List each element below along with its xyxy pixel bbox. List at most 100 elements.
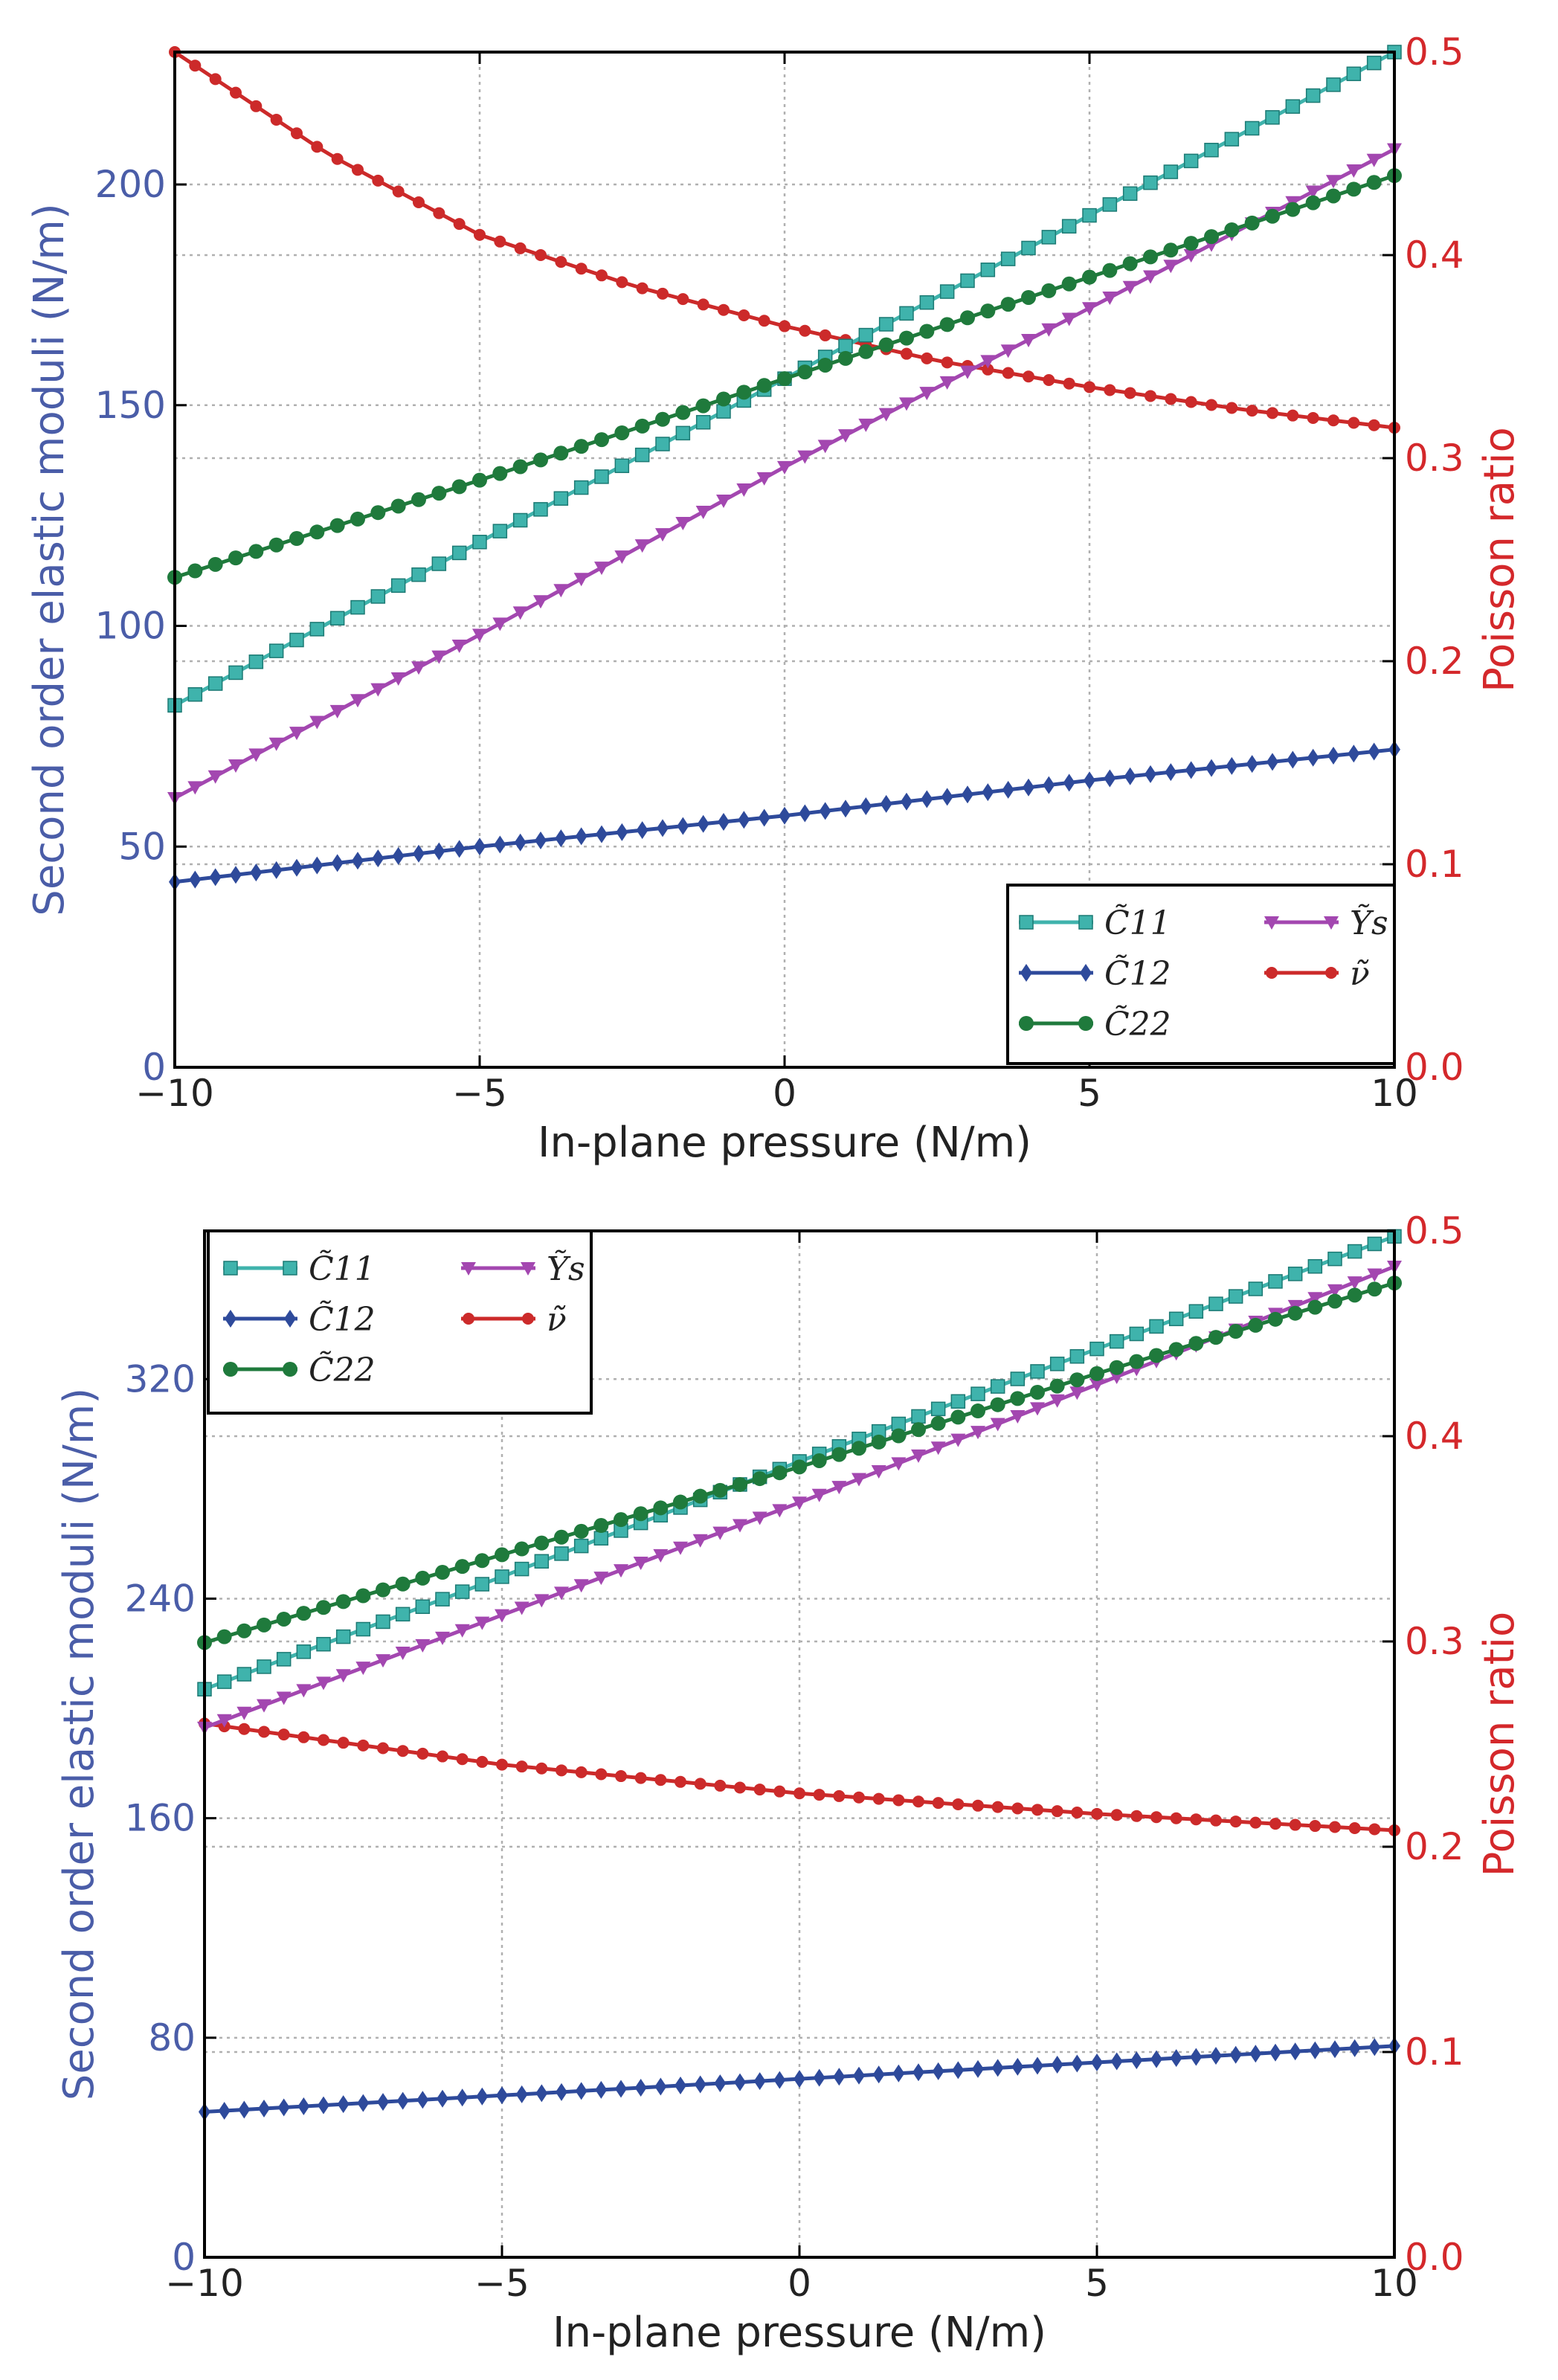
marker-nu-59 — [1368, 419, 1380, 431]
marker-C12-24 — [657, 819, 669, 837]
marker-nu-45 — [1084, 381, 1095, 393]
x-tick-label-2: 0 — [788, 2262, 811, 2305]
marker-C11-17 — [512, 512, 528, 528]
marker-C22-22 — [614, 425, 630, 440]
marker-Ys-2 — [236, 1706, 252, 1720]
legend-label-C22: C̃22 — [1104, 1004, 1171, 1043]
marker-Ys-18 — [533, 595, 548, 609]
marker-C11-3 — [228, 665, 243, 681]
marker-C22-3 — [228, 550, 243, 566]
marker-Ys-57 — [1327, 1284, 1342, 1298]
marker-C22-13 — [454, 1559, 470, 1575]
y-tick-label-0: 0 — [172, 2236, 196, 2279]
y-tick-label-3: 240 — [125, 1577, 196, 1620]
series-nu-bottom — [199, 1717, 1400, 1836]
marker-C12-57 — [1327, 747, 1339, 765]
marker-C11-38 — [939, 284, 955, 299]
marker-C22-43 — [1049, 1378, 1065, 1394]
marker-C11-45 — [1082, 208, 1097, 223]
marker-C12-54 — [1266, 753, 1278, 771]
marker-C22-55 — [1285, 202, 1301, 217]
marker-C11-43 — [1049, 1357, 1065, 1371]
marker-C12-11 — [392, 846, 405, 865]
marker-nu-10 — [396, 1745, 409, 1757]
marker-Ys-25 — [675, 517, 691, 531]
marker-C22-14 — [451, 479, 467, 495]
marker-C22-50 — [1183, 236, 1199, 251]
marker-nu-47 — [1130, 1810, 1143, 1822]
marker-Ys-19 — [553, 584, 569, 598]
marker-C11-7 — [309, 622, 325, 637]
marker-Ys-23 — [634, 539, 650, 553]
marker-nu-30 — [794, 1787, 805, 1800]
marker-C12-29 — [758, 808, 770, 827]
legend-marker-Ys-b — [521, 1262, 535, 1276]
marker-nu-56 — [1307, 411, 1319, 424]
marker-Ys-22 — [614, 550, 630, 565]
marker-nu-40 — [982, 363, 994, 376]
x-tick-label-4: 10 — [1371, 1072, 1418, 1115]
marker-C12-39 — [972, 2059, 984, 2078]
marker-Ys-10 — [370, 683, 386, 697]
y-axis-label-bottom: Second order elastic moduli (N/m) — [55, 1388, 103, 2100]
marker-nu-8 — [331, 152, 344, 165]
marker-Ys-45 — [1089, 1378, 1104, 1392]
marker-Ys-33 — [838, 429, 853, 443]
marker-C12-14 — [453, 840, 466, 858]
marker-nu-3 — [258, 1726, 270, 1738]
marker-C11-11 — [415, 1599, 431, 1615]
marker-C22-24 — [655, 411, 670, 427]
marker-Ys-26 — [695, 506, 711, 520]
marker-Ys-35 — [878, 408, 894, 422]
marker-C11-37 — [919, 295, 935, 310]
x-axis-label-top: In-plane pressure (N/m) — [538, 1119, 1031, 1167]
y-axis-label-top: Second order elastic moduli (N/m) — [25, 203, 74, 916]
marker-Ys-57 — [1326, 175, 1341, 189]
marker-Ys-23 — [653, 1548, 669, 1563]
marker-C22-18 — [533, 452, 548, 468]
marker-C22-36 — [911, 1422, 926, 1438]
marker-Ys-29 — [772, 1504, 788, 1518]
y2-tick-label-0: 0.0 — [1405, 1046, 1464, 1089]
marker-C22-46 — [1109, 1360, 1124, 1375]
marker-C12-48 — [1150, 2050, 1162, 2068]
marker-C11-20 — [573, 480, 589, 495]
marker-nu-25 — [677, 293, 689, 306]
marker-C12-2 — [209, 868, 222, 887]
x-tick-label-1: −5 — [474, 2262, 529, 2305]
marker-nu-43 — [1043, 373, 1055, 386]
marker-nu-2 — [238, 1723, 251, 1735]
series-Ys-top — [167, 143, 1402, 805]
legend-marker-Ys-a — [1264, 916, 1279, 930]
marker-C12-18 — [556, 2082, 567, 2101]
y2-axis-label-bottom: Poisson ratio — [1475, 1612, 1524, 1877]
marker-Ys-6 — [316, 1676, 331, 1691]
marker-C11-21 — [594, 469, 609, 484]
marker-Ys-58 — [1346, 164, 1362, 178]
marker-Ys-48 — [1143, 270, 1158, 284]
marker-C22-49 — [1163, 242, 1179, 258]
marker-C22-12 — [435, 1565, 450, 1580]
marker-nu-43 — [1051, 1805, 1063, 1818]
marker-C22-30 — [792, 1459, 807, 1475]
marker-C12-25 — [677, 817, 689, 835]
marker-Ys-31 — [797, 450, 813, 464]
marker-C12-3 — [230, 866, 242, 884]
marker-nu-36 — [912, 1795, 924, 1808]
marker-C12-21 — [615, 2080, 627, 2098]
marker-Ys-56 — [1307, 1292, 1323, 1306]
marker-C12-26 — [714, 2074, 727, 2093]
marker-C12-49 — [1165, 763, 1177, 782]
marker-C11-46 — [1102, 197, 1118, 212]
marker-C12-43 — [1051, 2055, 1063, 2074]
marker-C22-17 — [534, 1535, 550, 1551]
marker-C11-10 — [370, 589, 386, 604]
marker-nu-38 — [941, 356, 953, 369]
legend-entry-C11: C̃11 — [223, 1249, 376, 1288]
marker-C11-53 — [1244, 120, 1260, 136]
marker-C12-55 — [1287, 750, 1299, 769]
marker-nu-45 — [1091, 1807, 1103, 1820]
y2-tick-label-3: 0.3 — [1405, 437, 1464, 480]
legend-marker-nu-b — [1325, 967, 1337, 979]
marker-C22-33 — [838, 350, 853, 366]
